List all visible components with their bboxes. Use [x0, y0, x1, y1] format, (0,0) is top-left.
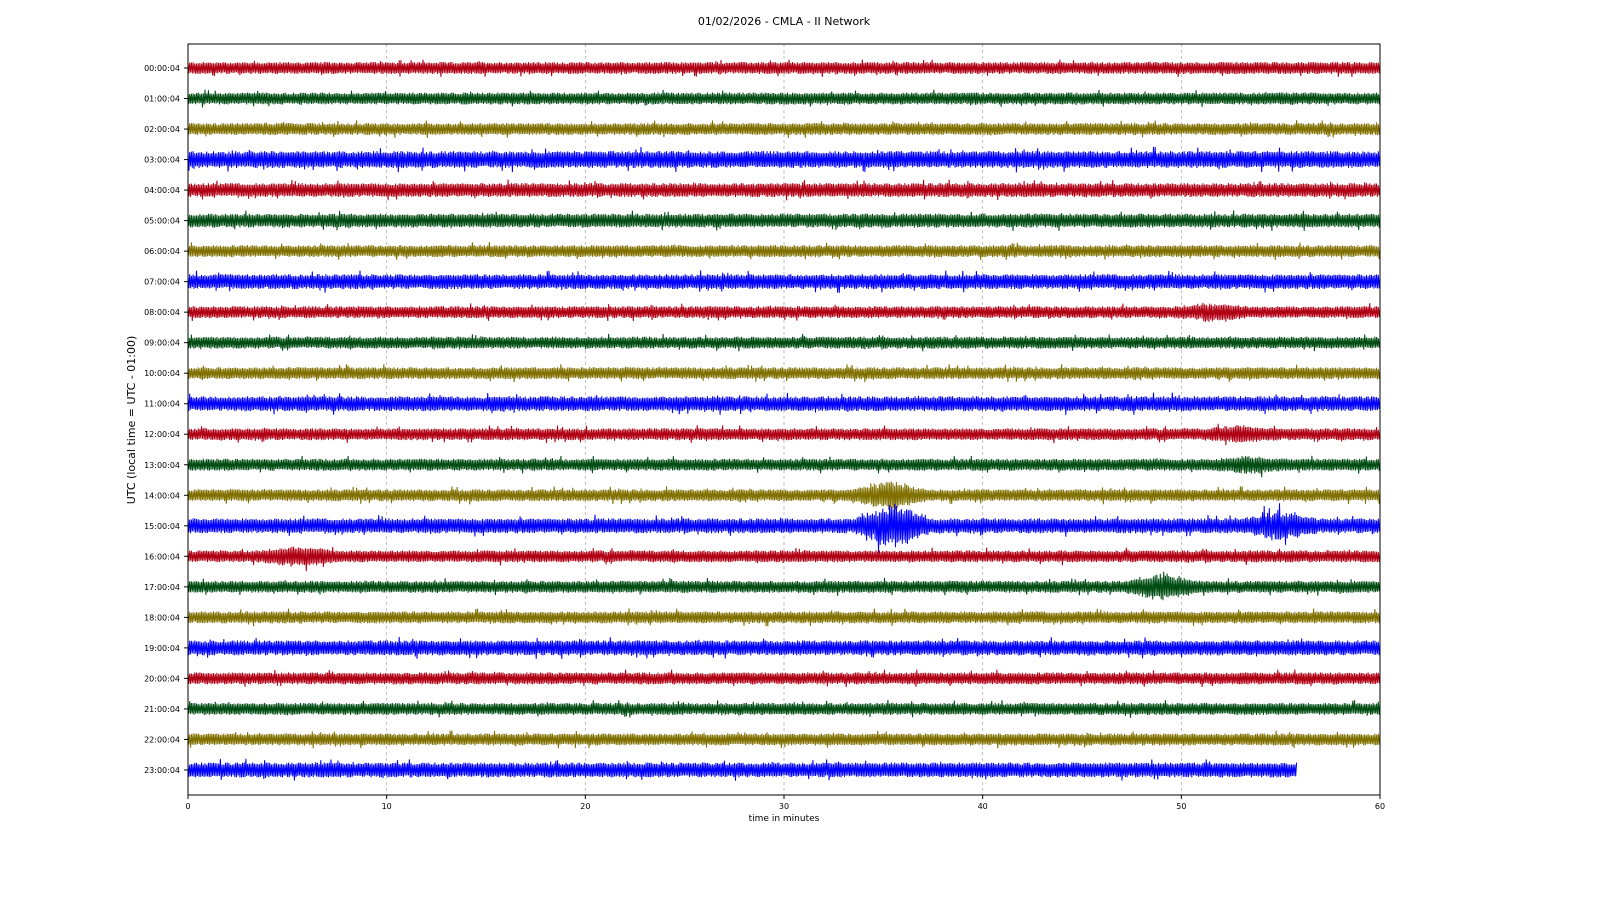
y-tick-label: 01:00:04 — [144, 95, 180, 104]
y-tick-label: 20:00:04 — [144, 674, 180, 683]
trace-200004 — [187, 669, 1381, 688]
y-tick-label: 04:00:04 — [144, 186, 180, 195]
y-axis-label: UTC (local time = UTC - 01:00) — [125, 336, 138, 505]
trace-020004 — [187, 120, 1381, 138]
y-tick-label: 13:00:04 — [144, 461, 180, 470]
trace-010004 — [187, 89, 1381, 108]
y-tick-label: 08:00:04 — [144, 308, 180, 317]
y-tick-label: 21:00:04 — [144, 705, 180, 714]
trace-180004 — [187, 608, 1381, 627]
y-tick-label: 06:00:04 — [144, 247, 180, 256]
y-tick-label: 09:00:04 — [144, 339, 180, 348]
trace-160004 — [187, 546, 1381, 572]
y-tick-label: 22:00:04 — [144, 735, 180, 744]
y-tick-label: 18:00:04 — [144, 613, 180, 622]
grid-lines — [386, 44, 1182, 795]
trace-050004 — [187, 210, 1381, 231]
trace-140004 — [187, 481, 1381, 510]
x-tick-label: 50 — [1176, 802, 1186, 811]
x-axis-label: time in minutes — [749, 814, 820, 824]
x-tick-label: 0 — [185, 802, 190, 811]
y-tick-label: 23:00:04 — [144, 766, 180, 775]
y-tick-label: 03:00:04 — [144, 156, 180, 165]
trace-210004 — [187, 699, 1381, 718]
trace-080004 — [187, 302, 1381, 322]
y-tick-label: 15:00:04 — [144, 522, 180, 531]
y-tick-label: 11:00:04 — [144, 400, 180, 409]
y-tick-label: 17:00:04 — [144, 583, 180, 592]
trace-110004 — [187, 392, 1381, 415]
trace-040004 — [187, 179, 1381, 201]
y-tick-label: 16:00:04 — [144, 552, 180, 561]
x-tick-label: 60 — [1375, 802, 1385, 811]
y-tick-label: 05:00:04 — [144, 217, 180, 226]
trace-120004 — [187, 423, 1381, 446]
chart-title: 01/02/2026 - CMLA - II Network — [698, 15, 871, 28]
y-tick-label: 12:00:04 — [144, 430, 180, 439]
trace-230004 — [187, 758, 1298, 781]
y-tick-label: 02:00:04 — [144, 125, 180, 134]
x-tick-label: 40 — [978, 802, 988, 811]
trace-100004 — [187, 364, 1381, 383]
y-tick-label: 07:00:04 — [144, 278, 180, 287]
x-tick-label: 10 — [382, 802, 392, 811]
trace-070004 — [187, 270, 1381, 293]
y-tick-label: 00:00:04 — [144, 64, 180, 73]
y-axis: 00:00:04 01:00:04 02:00:04 03:00:04 04:00:04… — [144, 64, 188, 775]
trace-130004 — [187, 455, 1381, 478]
trace-150004 — [187, 503, 1381, 554]
y-tick-label: 19:00:04 — [144, 644, 180, 653]
x-axis: 0 10 20 30 40 50 60 — [185, 795, 1385, 811]
trace-090004 — [187, 333, 1381, 352]
trace-030004 — [187, 146, 1381, 173]
y-tick-label: 10:00:04 — [144, 369, 180, 378]
trace-060004 — [187, 242, 1381, 261]
trace-170004 — [187, 571, 1381, 601]
x-tick-label: 20 — [580, 802, 590, 811]
traces — [187, 59, 1381, 781]
x-tick-label: 30 — [779, 802, 789, 811]
trace-190004 — [187, 636, 1381, 660]
trace-220004 — [187, 730, 1381, 749]
y-tick-label: 14:00:04 — [144, 491, 180, 500]
trace-000004 — [187, 59, 1381, 78]
